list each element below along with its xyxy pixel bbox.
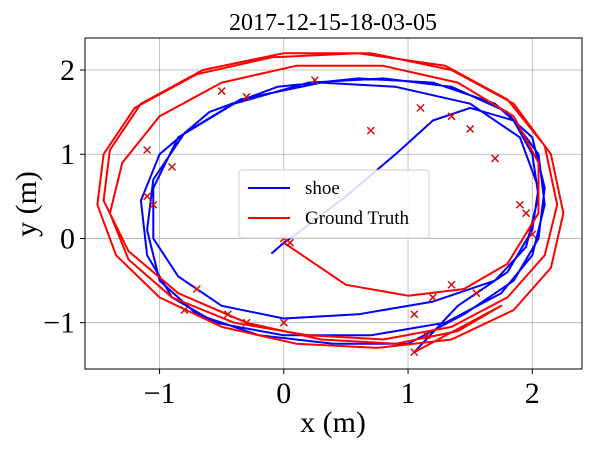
x-marker bbox=[416, 103, 425, 112]
x-marker bbox=[515, 200, 524, 209]
y-tick-label: 2 bbox=[60, 54, 75, 87]
y-tick-label: 0 bbox=[60, 222, 75, 255]
x-tick-label: −1 bbox=[144, 377, 176, 410]
x-marker bbox=[472, 289, 481, 298]
x-marker bbox=[149, 200, 158, 209]
x-marker bbox=[490, 154, 500, 163]
x-marker bbox=[242, 92, 251, 101]
legend-label-ground-truth: Ground Truth bbox=[305, 208, 409, 229]
y-tick-label: 1 bbox=[60, 138, 75, 171]
chart-title: 2017-12-15-18-03-05 bbox=[229, 10, 437, 36]
x-marker bbox=[422, 331, 431, 340]
x-marker bbox=[447, 280, 456, 289]
plot-frame bbox=[84, 37, 583, 370]
series-line-shoe bbox=[139, 77, 546, 353]
series-layer bbox=[96, 52, 565, 354]
legend: shoe Ground Truth bbox=[238, 169, 430, 239]
x-marker bbox=[466, 124, 475, 133]
x-axis-label: x (m) bbox=[300, 406, 366, 439]
x-marker bbox=[180, 306, 189, 315]
x-marker bbox=[285, 238, 295, 247]
x-marker bbox=[143, 192, 152, 201]
x-marker bbox=[279, 318, 288, 327]
x-marker bbox=[223, 310, 232, 319]
axis-ticks: −1 0 1 2 −1 0 1 2 bbox=[43, 54, 540, 410]
legend-label-shoe: shoe bbox=[305, 178, 340, 199]
x-marker bbox=[366, 126, 375, 135]
y-tick-label: −1 bbox=[43, 307, 75, 340]
x-marker bbox=[528, 230, 537, 239]
x-marker bbox=[167, 162, 177, 171]
series-line-ground-truth bbox=[96, 52, 565, 354]
x-marker bbox=[192, 284, 201, 294]
x-marker bbox=[447, 112, 456, 121]
x-tick-label: 0 bbox=[276, 377, 291, 410]
x-marker bbox=[143, 145, 152, 155]
x-marker bbox=[428, 293, 437, 302]
x-marker bbox=[242, 318, 251, 327]
x-marker bbox=[522, 209, 531, 218]
y-axis-label: y (m) bbox=[10, 171, 43, 237]
x-marker bbox=[310, 76, 319, 85]
x-tick-label: 1 bbox=[401, 377, 416, 410]
x-marker bbox=[217, 87, 226, 96]
marker-layer bbox=[143, 76, 537, 357]
x-tick-label: 2 bbox=[525, 377, 540, 410]
x-marker bbox=[410, 348, 419, 357]
x-marker bbox=[410, 310, 419, 319]
